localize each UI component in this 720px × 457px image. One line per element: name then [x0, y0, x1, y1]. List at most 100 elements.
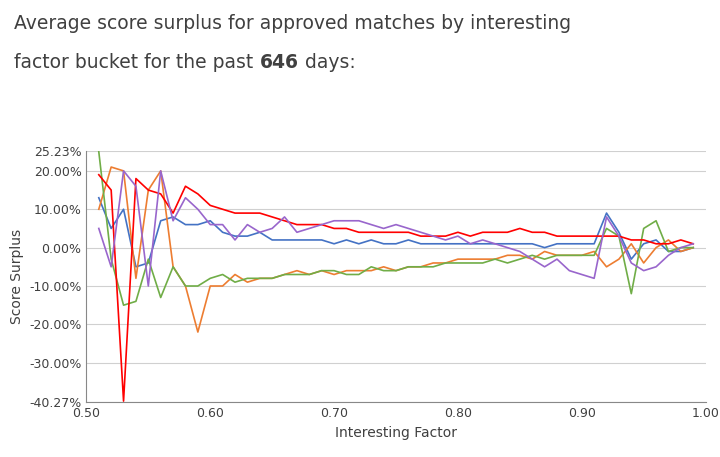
Word Count: [615, 256, 624, 262]
Edit Distance: [416, 264, 425, 270]
Y-axis label: Score Surplus: Score Surplus: [9, 229, 24, 324]
Edit Distance: [379, 268, 388, 273]
English Words: [392, 229, 400, 235]
Word Count: [318, 268, 326, 273]
Total Length: [615, 234, 624, 239]
Total Length: [94, 226, 103, 231]
English Words: [367, 229, 376, 235]
English Words: [292, 222, 301, 227]
Total Length: [429, 234, 438, 239]
Word Count: [144, 187, 153, 193]
Line: Total Length: Total Length: [99, 171, 693, 286]
Total Length: [181, 195, 190, 201]
Word Count: [491, 256, 500, 262]
Word Count: [590, 249, 598, 254]
Word Count: [256, 276, 264, 281]
Word Count: [602, 264, 611, 270]
Word Count: [330, 272, 338, 277]
Total Length: [639, 268, 648, 273]
Word Count: [454, 256, 462, 262]
Word Count: [639, 260, 648, 266]
Word Count: [503, 253, 512, 258]
Total Length: [367, 222, 376, 227]
Word Count: [478, 256, 487, 262]
English Words: [268, 214, 276, 220]
Longest Common Substring: [256, 229, 264, 235]
Edit Distance: [528, 253, 536, 258]
Word Count: [168, 264, 177, 270]
Longest Common Substring: [553, 241, 562, 246]
English Words: [553, 234, 562, 239]
Longest Common Substring: [305, 237, 314, 243]
Total Length: [516, 249, 524, 254]
Line: Longest Common Substring: Longest Common Substring: [99, 198, 693, 267]
English Words: [577, 234, 586, 239]
Total Length: [478, 237, 487, 243]
Edit Distance: [503, 260, 512, 266]
Edit Distance: [664, 249, 672, 254]
English Words: [540, 229, 549, 235]
Total Length: [664, 253, 672, 258]
Word Count: [466, 256, 474, 262]
Total Length: [392, 222, 400, 227]
English Words: [503, 229, 512, 235]
English Words: [416, 234, 425, 239]
Text: days:: days:: [299, 53, 356, 72]
Total Length: [689, 241, 698, 246]
Edit Distance: [305, 272, 314, 277]
Longest Common Substring: [503, 241, 512, 246]
English Words: [94, 172, 103, 177]
Word Count: [528, 256, 536, 262]
English Words: [305, 222, 314, 227]
Word Count: [218, 283, 227, 289]
English Words: [689, 241, 698, 246]
English Words: [256, 210, 264, 216]
English Words: [194, 191, 202, 197]
Total Length: [168, 218, 177, 223]
Total Length: [280, 214, 289, 220]
Word Count: [416, 264, 425, 270]
Longest Common Substring: [441, 241, 450, 246]
Longest Common Substring: [144, 260, 153, 266]
Word Count: [132, 276, 140, 281]
Total Length: [132, 184, 140, 189]
Longest Common Substring: [168, 214, 177, 220]
English Words: [206, 202, 215, 208]
Longest Common Substring: [292, 237, 301, 243]
Longest Common Substring: [230, 234, 239, 239]
Longest Common Substring: [615, 229, 624, 235]
Text: 646: 646: [260, 53, 299, 72]
Total Length: [540, 264, 549, 270]
Edit Distance: [454, 260, 462, 266]
Edit Distance: [156, 295, 165, 300]
Edit Distance: [330, 268, 338, 273]
Longest Common Substring: [590, 241, 598, 246]
Edit Distance: [677, 245, 685, 250]
Total Length: [194, 207, 202, 212]
Word Count: [156, 168, 165, 174]
English Words: [528, 229, 536, 235]
Total Length: [292, 229, 301, 235]
English Words: [565, 234, 574, 239]
Text: Average score surplus for approved matches by interesting: Average score surplus for approved match…: [14, 14, 572, 33]
Edit Distance: [318, 268, 326, 273]
Edit Distance: [429, 264, 438, 270]
Word Count: [292, 268, 301, 273]
Edit Distance: [689, 245, 698, 250]
Longest Common Substring: [318, 237, 326, 243]
Total Length: [256, 229, 264, 235]
English Words: [454, 229, 462, 235]
Total Length: [553, 256, 562, 262]
English Words: [342, 226, 351, 231]
Word Count: [577, 253, 586, 258]
English Words: [379, 229, 388, 235]
Longest Common Substring: [194, 222, 202, 227]
Edit Distance: [441, 260, 450, 266]
Longest Common Substring: [639, 241, 648, 246]
Longest Common Substring: [243, 234, 252, 239]
Total Length: [602, 214, 611, 220]
Longest Common Substring: [664, 249, 672, 254]
Longest Common Substring: [577, 241, 586, 246]
English Words: [491, 229, 500, 235]
Edit Distance: [168, 264, 177, 270]
